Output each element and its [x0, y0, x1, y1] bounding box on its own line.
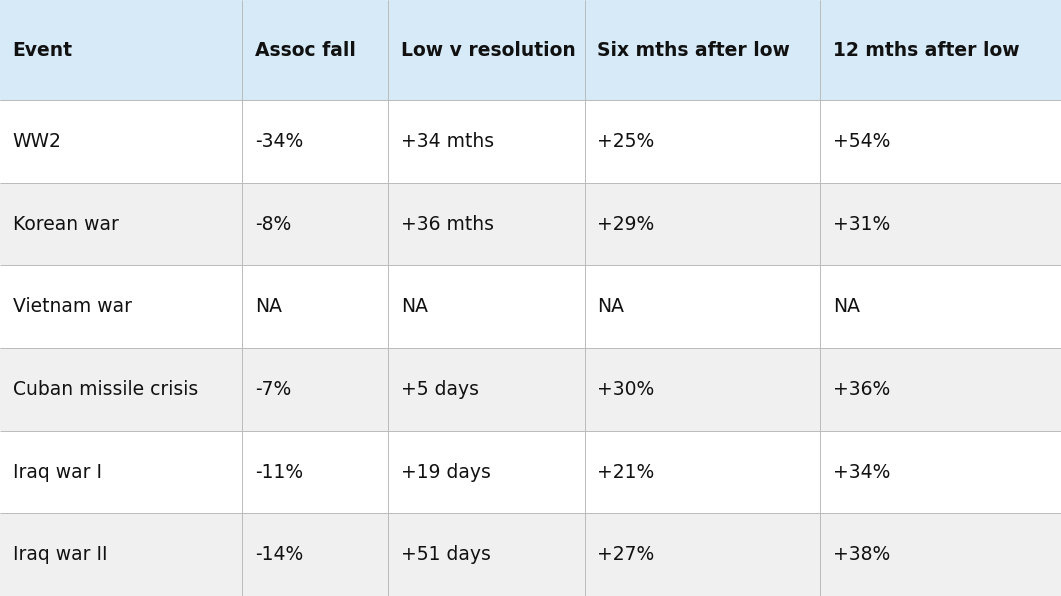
Text: +29%: +29%: [597, 215, 655, 234]
Text: NA: NA: [255, 297, 281, 316]
Text: Event: Event: [13, 41, 73, 60]
Text: +31%: +31%: [833, 215, 890, 234]
Text: WW2: WW2: [13, 132, 62, 151]
Bar: [0, 514, 1061, 596]
Bar: [0, 183, 1061, 265]
Text: +36%: +36%: [833, 380, 890, 399]
Text: NA: NA: [833, 297, 859, 316]
Bar: [0, 265, 1061, 348]
Text: +54%: +54%: [833, 132, 890, 151]
Text: Six mths after low: Six mths after low: [597, 41, 790, 60]
Text: Iraq war I: Iraq war I: [13, 462, 102, 482]
Text: +36 mths: +36 mths: [401, 215, 494, 234]
Text: 12 mths after low: 12 mths after low: [833, 41, 1020, 60]
Text: +30%: +30%: [597, 380, 655, 399]
Text: Assoc fall: Assoc fall: [255, 41, 355, 60]
Bar: [0, 0, 1061, 100]
Text: NA: NA: [401, 297, 428, 316]
Text: -14%: -14%: [255, 545, 302, 564]
Text: -11%: -11%: [255, 462, 302, 482]
Text: Cuban missile crisis: Cuban missile crisis: [13, 380, 198, 399]
Bar: [0, 348, 1061, 431]
Text: Low v resolution: Low v resolution: [401, 41, 576, 60]
Text: Iraq war II: Iraq war II: [13, 545, 107, 564]
Text: +34 mths: +34 mths: [401, 132, 494, 151]
Text: -7%: -7%: [255, 380, 291, 399]
Bar: [0, 100, 1061, 183]
Text: Vietnam war: Vietnam war: [13, 297, 132, 316]
Text: +27%: +27%: [597, 545, 655, 564]
Text: +19 days: +19 days: [401, 462, 491, 482]
Text: +5 days: +5 days: [401, 380, 480, 399]
Text: -8%: -8%: [255, 215, 291, 234]
Text: +38%: +38%: [833, 545, 890, 564]
Text: +21%: +21%: [597, 462, 655, 482]
Text: -34%: -34%: [255, 132, 302, 151]
Text: +34%: +34%: [833, 462, 890, 482]
Bar: [0, 431, 1061, 513]
Text: +25%: +25%: [597, 132, 655, 151]
Text: NA: NA: [597, 297, 624, 316]
Text: Korean war: Korean war: [13, 215, 119, 234]
Text: +51 days: +51 days: [401, 545, 491, 564]
